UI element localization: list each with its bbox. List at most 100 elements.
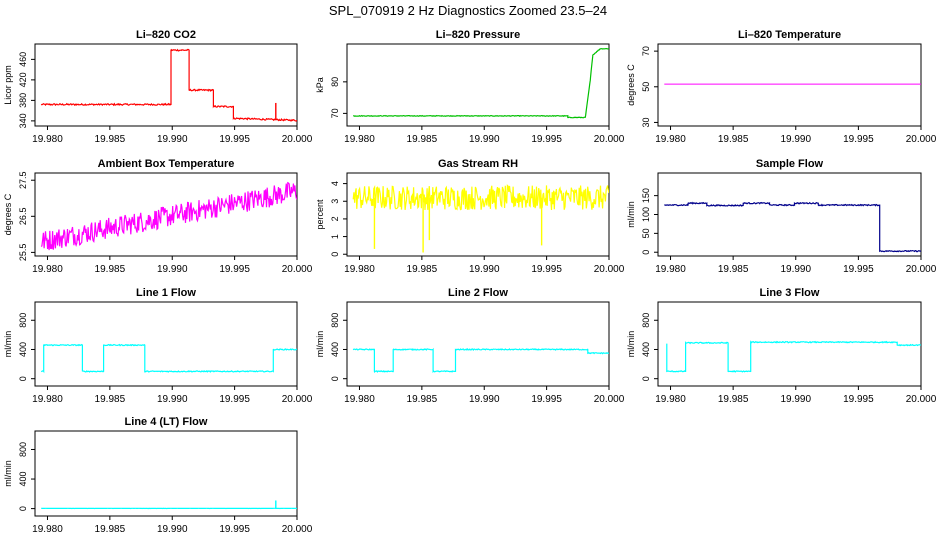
x-tick-label: 19.990 bbox=[780, 264, 811, 275]
y-tick-label: 100 bbox=[641, 207, 651, 222]
series-line-1 bbox=[667, 342, 921, 372]
panel-title: Line 1 Flow bbox=[136, 287, 196, 299]
plot-frame bbox=[347, 302, 609, 386]
x-tick-label: 19.985 bbox=[718, 134, 749, 145]
x-tick-label: 19.985 bbox=[95, 394, 126, 405]
x-tick-label: 20.000 bbox=[594, 394, 625, 405]
x-tick-label: 19.995 bbox=[843, 264, 874, 275]
panel-title: Li–820 CO2 bbox=[136, 29, 196, 41]
x-tick-label: 19.990 bbox=[157, 264, 188, 275]
x-tick-label: 19.990 bbox=[780, 134, 811, 145]
y-tick-label: 0 bbox=[18, 506, 28, 511]
y-tick-label: 4 bbox=[330, 181, 340, 186]
x-tick-label: 20.000 bbox=[594, 264, 625, 275]
y-tick-label: 400 bbox=[641, 342, 651, 357]
series-line-1 bbox=[353, 185, 609, 210]
series-line-1 bbox=[353, 49, 609, 118]
y-tick-label: 1 bbox=[330, 234, 340, 239]
x-tick-label: 19.990 bbox=[157, 394, 188, 405]
x-tick-label: 19.995 bbox=[531, 134, 562, 145]
series-line-1 bbox=[41, 50, 297, 122]
x-tick-label: 19.980 bbox=[32, 134, 63, 145]
y-tick-label: 460 bbox=[18, 52, 28, 67]
x-tick-label: 19.995 bbox=[843, 134, 874, 145]
y-axis-label: percent bbox=[315, 199, 325, 230]
x-tick-label: 20.000 bbox=[906, 134, 936, 145]
x-tick-label: 19.995 bbox=[219, 524, 250, 535]
y-tick-label: 340 bbox=[18, 113, 28, 128]
plot-frame bbox=[347, 44, 609, 126]
x-tick-label: 19.980 bbox=[655, 394, 686, 405]
x-tick-label: 20.000 bbox=[282, 524, 313, 535]
y-axis-label: ml/min bbox=[626, 331, 636, 358]
y-tick-label: 3 bbox=[330, 199, 340, 204]
plot-frame bbox=[658, 44, 921, 126]
y-tick-label: 2 bbox=[330, 216, 340, 221]
y-tick-label: 50 bbox=[641, 228, 651, 238]
panel-title: Sample Flow bbox=[756, 158, 824, 170]
x-tick-label: 19.995 bbox=[219, 134, 250, 145]
x-tick-label: 19.990 bbox=[469, 134, 500, 145]
x-tick-label: 19.980 bbox=[32, 524, 63, 535]
y-axis-label: ml/min bbox=[3, 331, 13, 358]
y-tick-label: 380 bbox=[18, 93, 28, 108]
y-axis-label: ml/min bbox=[626, 201, 636, 228]
panel-6: Sample Flow ml/min 19.980 19.985 19.990 19.99… bbox=[626, 158, 936, 275]
plot-frame bbox=[35, 431, 297, 516]
x-tick-label: 19.995 bbox=[531, 264, 562, 275]
y-tick-label: 70 bbox=[641, 46, 651, 56]
x-tick-label: 19.980 bbox=[344, 264, 375, 275]
plot-frame bbox=[35, 302, 297, 386]
y-tick-label: 400 bbox=[18, 472, 28, 487]
y-tick-label: 70 bbox=[330, 108, 340, 118]
y-axis-label: Licor ppm bbox=[3, 65, 13, 105]
y-tick-label: 400 bbox=[330, 342, 340, 357]
x-tick-label: 19.980 bbox=[655, 134, 686, 145]
x-tick-label: 19.985 bbox=[95, 134, 126, 145]
plot-frame bbox=[658, 302, 921, 386]
x-tick-label: 20.000 bbox=[906, 394, 936, 405]
y-tick-label: 420 bbox=[18, 72, 28, 87]
x-tick-label: 19.990 bbox=[780, 394, 811, 405]
y-tick-label: 800 bbox=[330, 313, 340, 328]
x-tick-label: 19.995 bbox=[843, 394, 874, 405]
y-tick-label: 800 bbox=[18, 442, 28, 457]
x-tick-label: 19.995 bbox=[531, 394, 562, 405]
x-tick-label: 19.980 bbox=[32, 394, 63, 405]
x-tick-label: 19.995 bbox=[219, 264, 250, 275]
x-tick-label: 19.985 bbox=[95, 264, 126, 275]
panel-title: Li–820 Temperature bbox=[738, 29, 841, 41]
y-tick-label: 30 bbox=[641, 117, 651, 127]
y-tick-label: 50 bbox=[641, 82, 651, 92]
y-tick-label: 26.5 bbox=[18, 208, 28, 226]
y-tick-label: 25.5 bbox=[18, 244, 28, 262]
series-line-1 bbox=[41, 345, 297, 372]
x-tick-label: 19.985 bbox=[407, 264, 438, 275]
x-tick-label: 19.985 bbox=[95, 524, 126, 535]
x-tick-label: 19.990 bbox=[157, 134, 188, 145]
y-tick-label: 27.5 bbox=[18, 171, 28, 189]
panel-title: Line 3 Flow bbox=[760, 287, 820, 299]
series-line-1 bbox=[353, 349, 609, 372]
y-tick-label: 800 bbox=[18, 313, 28, 328]
figure-title: SPL_070919 2 Hz Diagnostics Zoomed 23.5–… bbox=[329, 3, 607, 18]
y-tick-label: 800 bbox=[641, 313, 651, 328]
y-tick-label: 400 bbox=[18, 342, 28, 357]
plot-frame bbox=[347, 173, 609, 256]
series-line-1 bbox=[41, 183, 297, 250]
y-tick-label: 0 bbox=[18, 376, 28, 381]
x-tick-label: 19.985 bbox=[718, 264, 749, 275]
x-tick-label: 19.990 bbox=[469, 264, 500, 275]
panel-title: Line 4 (LT) Flow bbox=[125, 416, 208, 428]
x-tick-label: 19.980 bbox=[655, 264, 686, 275]
x-tick-label: 19.990 bbox=[157, 524, 188, 535]
x-tick-label: 19.985 bbox=[718, 394, 749, 405]
y-axis-label: kPa bbox=[315, 77, 325, 93]
x-tick-label: 20.000 bbox=[282, 264, 313, 275]
